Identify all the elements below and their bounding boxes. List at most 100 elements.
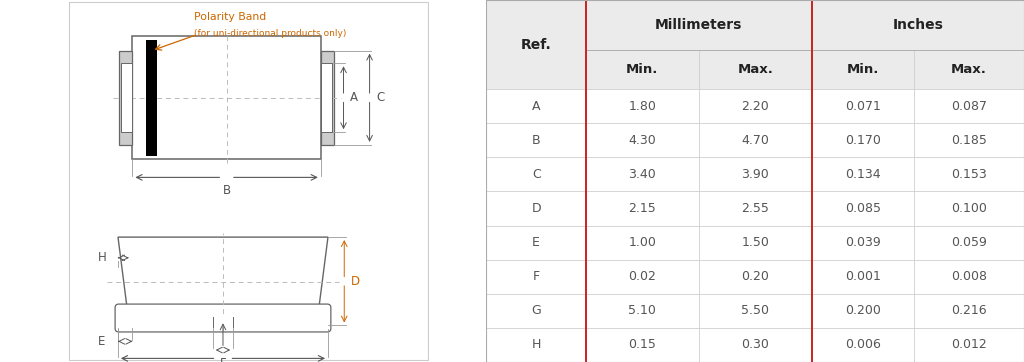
Text: 0.200: 0.200 xyxy=(845,304,881,317)
Text: F: F xyxy=(532,270,540,283)
Bar xyxy=(486,0,586,89)
Bar xyxy=(913,294,1024,328)
Bar xyxy=(812,191,913,226)
Text: 0.100: 0.100 xyxy=(951,202,987,215)
Text: B: B xyxy=(222,184,230,197)
Text: 0.170: 0.170 xyxy=(845,134,881,147)
Text: Ref.: Ref. xyxy=(521,38,552,51)
Bar xyxy=(586,0,812,50)
Bar xyxy=(698,191,812,226)
FancyBboxPatch shape xyxy=(115,304,331,332)
Polygon shape xyxy=(118,237,328,308)
Bar xyxy=(698,328,812,362)
Bar xyxy=(698,123,812,157)
Bar xyxy=(586,123,698,157)
Text: Millimeters: Millimeters xyxy=(655,18,742,32)
Text: D: D xyxy=(351,275,359,288)
Text: Min.: Min. xyxy=(626,63,658,76)
Text: 1.80: 1.80 xyxy=(629,100,656,113)
Text: A: A xyxy=(350,91,358,104)
Text: 0.30: 0.30 xyxy=(741,338,769,352)
Bar xyxy=(586,191,698,226)
Text: 0.153: 0.153 xyxy=(951,168,987,181)
Bar xyxy=(486,328,586,362)
Bar xyxy=(486,226,586,260)
Text: 0.185: 0.185 xyxy=(951,134,987,147)
Text: 2.55: 2.55 xyxy=(741,202,769,215)
Text: 0.006: 0.006 xyxy=(845,338,881,352)
Bar xyxy=(698,226,812,260)
Text: 0.001: 0.001 xyxy=(845,270,881,283)
Bar xyxy=(812,157,913,191)
Bar xyxy=(812,123,913,157)
Bar xyxy=(486,89,586,123)
Bar xyxy=(812,328,913,362)
Text: H: H xyxy=(531,338,541,352)
Bar xyxy=(132,36,321,159)
Text: 3.90: 3.90 xyxy=(741,168,769,181)
Bar xyxy=(913,50,1024,89)
Bar xyxy=(913,191,1024,226)
Bar xyxy=(913,123,1024,157)
Bar xyxy=(913,260,1024,294)
Bar xyxy=(698,50,812,89)
Text: 0.087: 0.087 xyxy=(951,100,987,113)
Bar xyxy=(321,63,333,132)
Bar xyxy=(812,260,913,294)
Text: G: G xyxy=(531,304,541,317)
Bar xyxy=(486,294,586,328)
Bar xyxy=(486,191,586,226)
Bar xyxy=(913,226,1024,260)
Text: 3.40: 3.40 xyxy=(629,168,656,181)
Text: C: C xyxy=(531,168,541,181)
Bar xyxy=(812,0,1024,50)
Text: F: F xyxy=(220,357,226,362)
Bar xyxy=(119,51,132,145)
Bar xyxy=(586,226,698,260)
Text: 0.059: 0.059 xyxy=(951,236,987,249)
Bar xyxy=(586,50,698,89)
Text: 4.30: 4.30 xyxy=(629,134,656,147)
Text: 0.02: 0.02 xyxy=(629,270,656,283)
Bar xyxy=(812,89,913,123)
Text: E: E xyxy=(98,335,105,348)
Bar xyxy=(213,315,233,327)
Bar xyxy=(913,157,1024,191)
Bar xyxy=(812,294,913,328)
Text: E: E xyxy=(532,236,540,249)
Bar xyxy=(586,294,698,328)
Bar xyxy=(698,294,812,328)
Bar xyxy=(698,89,812,123)
Text: 0.15: 0.15 xyxy=(629,338,656,352)
Text: 5.50: 5.50 xyxy=(741,304,769,317)
Text: Max.: Max. xyxy=(737,63,773,76)
Text: C: C xyxy=(376,91,384,104)
Text: (for uni-directional products only): (for uni-directional products only) xyxy=(194,29,346,38)
Text: 1.00: 1.00 xyxy=(629,236,656,249)
Text: 1.50: 1.50 xyxy=(741,236,769,249)
Bar xyxy=(812,226,913,260)
Text: Polarity Band: Polarity Band xyxy=(194,12,266,22)
Text: A: A xyxy=(531,100,541,113)
Text: H: H xyxy=(98,251,106,264)
Text: 0.071: 0.071 xyxy=(845,100,881,113)
Text: 2.15: 2.15 xyxy=(629,202,656,215)
Bar xyxy=(486,157,586,191)
Text: 0.008: 0.008 xyxy=(951,270,987,283)
Bar xyxy=(586,157,698,191)
Text: B: B xyxy=(531,134,541,147)
Text: 4.70: 4.70 xyxy=(741,134,769,147)
Bar xyxy=(698,157,812,191)
Bar xyxy=(486,123,586,157)
Bar xyxy=(913,89,1024,123)
Bar xyxy=(586,260,698,294)
Text: 2.20: 2.20 xyxy=(741,100,769,113)
Text: D: D xyxy=(531,202,541,215)
Bar xyxy=(121,63,132,132)
Bar xyxy=(586,89,698,123)
Bar xyxy=(146,40,157,156)
Bar xyxy=(812,50,913,89)
Bar xyxy=(586,328,698,362)
Text: 0.085: 0.085 xyxy=(845,202,881,215)
Bar xyxy=(913,328,1024,362)
